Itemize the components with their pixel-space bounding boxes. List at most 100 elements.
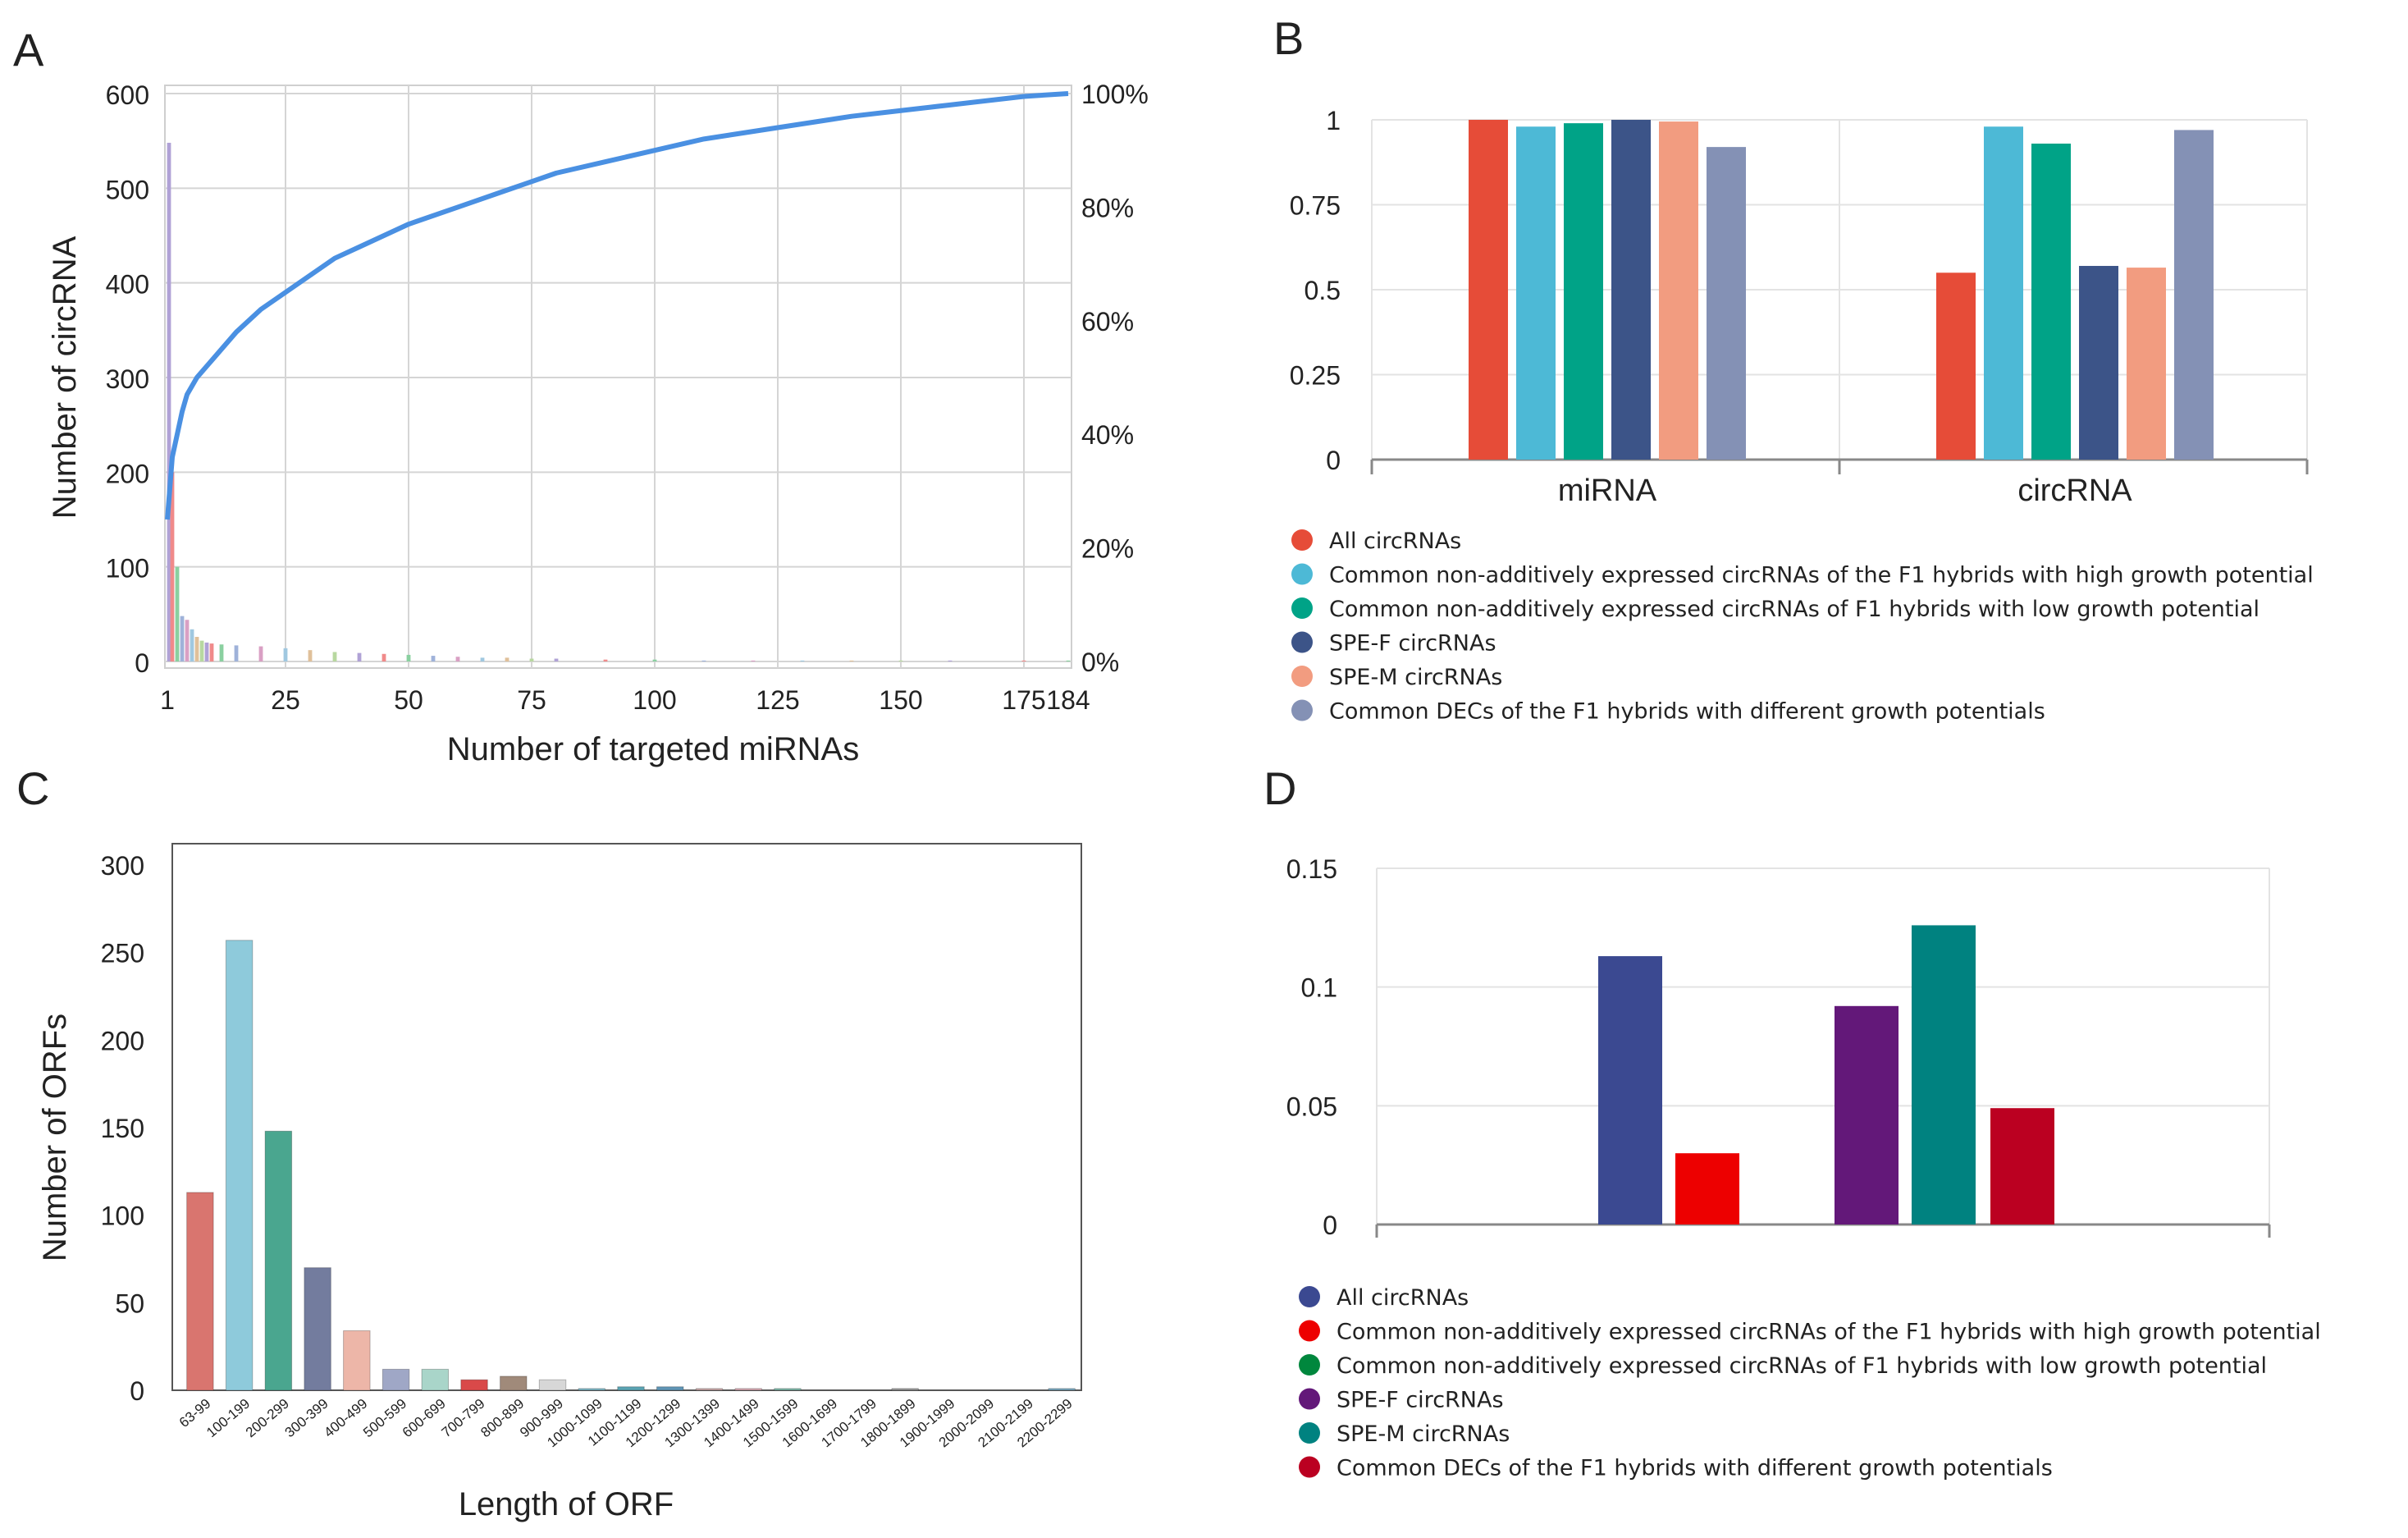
- panel-b-legend-label: Common non-additively expressed circRNAs…: [1329, 597, 2259, 622]
- panel-a-y2-ticks: 0% 20% 40% 60% 80% 100%: [1081, 80, 1149, 677]
- panel-a-bars: [167, 142, 1071, 661]
- panel-b: B 0 0.25 0.5 0.75 1 miRNA circRNA All circRNA…: [1273, 12, 2314, 725]
- panel-b-legend: All circRNAs Common non-additively expres…: [1291, 529, 2314, 725]
- panel-c-x-axis-label: Length of ORF: [459, 1486, 674, 1522]
- panel-c-y-tick-label: 150: [101, 1114, 144, 1143]
- panel-a-bar: [431, 656, 436, 661]
- panel-b-bar: [2174, 130, 2214, 460]
- panel-a-x-tick-label: 175: [1002, 685, 1045, 715]
- panel-a-bar: [180, 616, 185, 661]
- panel-b-category-labels: miRNA circRNA: [1558, 474, 2132, 508]
- panel-d-legend-swatch: [1299, 1388, 1320, 1410]
- panel-d-legend-label: SPE-M circRNAs: [1337, 1421, 1510, 1447]
- panel-d-bars: [1598, 925, 2054, 1224]
- panel-a-bar: [258, 646, 263, 661]
- panel-c-bar: [538, 1379, 567, 1391]
- panel-a-bar: [603, 659, 608, 661]
- panel-a-y-axis-label: Number of circRNA: [47, 236, 83, 519]
- panel-a-x-ticks: 1 25 50 75 100 125 150 175 184: [160, 685, 1090, 715]
- panel-b-bars: [1469, 120, 2214, 460]
- panel-a-bar: [283, 648, 288, 661]
- panel-a-x-tick-label: 150: [879, 685, 922, 715]
- panel-c-bar: [382, 1368, 410, 1391]
- panel-a-y2-tick-label: 100%: [1081, 80, 1149, 109]
- panel-d-legend-label: All circRNAs: [1337, 1285, 1469, 1311]
- panel-a-bar: [382, 653, 386, 661]
- panel-a-bar: [308, 650, 313, 661]
- panel-a-bar: [175, 566, 180, 661]
- panel-a-cumulative-curve: [165, 91, 1069, 520]
- panel-d-letter: D: [1263, 762, 1296, 814]
- panel-c-y-tick-label: 0: [130, 1376, 144, 1406]
- panel-b-y-tick-label: 0: [1326, 446, 1341, 475]
- panel-a-bar: [652, 659, 657, 661]
- panel-a-bar: [406, 654, 411, 661]
- panel-c-x-ticks: 63-99100-199200-299300-399400-499500-599…: [176, 1396, 1076, 1451]
- panel-c-x-tick-label: 100-199: [203, 1396, 253, 1441]
- panel-b-bar: [1984, 126, 2023, 460]
- panel-a-bar: [190, 629, 194, 661]
- panel-b-category-label: miRNA: [1558, 474, 1657, 508]
- panel-d-y-tick-label: 0.15: [1286, 854, 1337, 884]
- panel-d-legend-swatch: [1299, 1354, 1320, 1376]
- panel-c-bar: [225, 940, 254, 1391]
- panel-a-x-tick-label: 1: [160, 685, 175, 715]
- panel-a-y2-tick-label: 40%: [1081, 420, 1134, 450]
- panel-c-y-axis-label: Number of ORFs: [37, 1014, 73, 1261]
- panel-b-legend-label: All circRNAs: [1329, 529, 1461, 554]
- panel-c-y-tick-label: 250: [101, 939, 144, 968]
- panel-c-x-tick-label: 700-799: [439, 1396, 488, 1441]
- panel-c-x-tick-label: 400-499: [321, 1396, 370, 1441]
- panel-b-bar: [2079, 266, 2118, 460]
- panel-a-x-tick-label: 25: [271, 685, 300, 715]
- panel-b-y-ticks: 0 0.25 0.5 0.75 1: [1290, 106, 1341, 475]
- panel-a-y-tick-label: 600: [106, 80, 149, 110]
- panel-d-grid: [1375, 867, 2271, 1238]
- panel-d-bar: [1675, 1153, 1739, 1224]
- panel-a-bar: [185, 620, 190, 661]
- panel-c-bar: [695, 1388, 724, 1391]
- panel-c-y-ticks: 0 50 100 150 200 250 300: [101, 851, 144, 1406]
- panel-d-y-tick-label: 0.05: [1286, 1092, 1337, 1121]
- panel-c-y-tick-label: 100: [101, 1202, 144, 1231]
- panel-a-y-tick-label: 400: [106, 270, 149, 300]
- panel-c-x-tick-label: 300-399: [282, 1396, 331, 1441]
- panel-a-y2-tick-label: 80%: [1081, 193, 1134, 222]
- panel-a-y2-tick-label: 60%: [1081, 307, 1134, 336]
- panel-b-legend-swatch: [1291, 699, 1313, 721]
- panel-c-bar: [343, 1330, 371, 1391]
- panel-a-bar: [554, 658, 559, 661]
- panel-b-bar: [1936, 272, 1976, 460]
- panel-a-bar: [234, 645, 239, 661]
- panel-b-category-label: circRNA: [2017, 474, 2132, 508]
- panel-b-legend-label: Common DECs of the F1 hybrids with diffe…: [1329, 699, 2045, 725]
- panel-a-bar: [209, 643, 214, 661]
- panel-b-bar: [1707, 147, 1746, 460]
- panel-b-legend-label: SPE-F circRNAs: [1329, 631, 1496, 657]
- panel-b-grid: [1370, 119, 2309, 474]
- panel-d-bar: [1990, 1108, 2054, 1224]
- panel-d: D 0 0.05 0.1 0.15 All circRNAs Common non-ad…: [1263, 762, 2321, 1481]
- panel-a-bar: [455, 657, 460, 661]
- panel-a-letter: A: [13, 24, 44, 76]
- panel-c-bar: [421, 1368, 450, 1391]
- panel-b-bar: [1611, 120, 1651, 460]
- panel-d-bar: [1912, 925, 1976, 1224]
- panel-a-x-tick-label: 50: [394, 685, 423, 715]
- panel-d-legend-label: Common non-additively expressed circRNAs…: [1337, 1353, 2267, 1379]
- panel-b-y-tick-label: 1: [1326, 106, 1341, 135]
- panel-a-bar: [167, 142, 171, 661]
- panel-c-bar: [264, 1130, 293, 1391]
- panel-c-letter: C: [16, 762, 49, 814]
- panel-b-y-tick-label: 0.25: [1290, 361, 1341, 391]
- panel-b-legend-swatch: [1291, 563, 1313, 585]
- panel-c-x-tick-label: 600-699: [400, 1396, 449, 1441]
- panel-a-x-tick-label: 125: [756, 685, 799, 715]
- panel-c-x-tick-label: 500-599: [360, 1396, 409, 1441]
- panel-d-y-tick-label: 0.1: [1301, 973, 1337, 1003]
- panel-b-bar: [1469, 120, 1508, 460]
- panel-c-bar: [1048, 1388, 1076, 1391]
- panel-c-bar: [734, 1388, 762, 1391]
- panel-c-y-tick-label: 300: [101, 851, 144, 881]
